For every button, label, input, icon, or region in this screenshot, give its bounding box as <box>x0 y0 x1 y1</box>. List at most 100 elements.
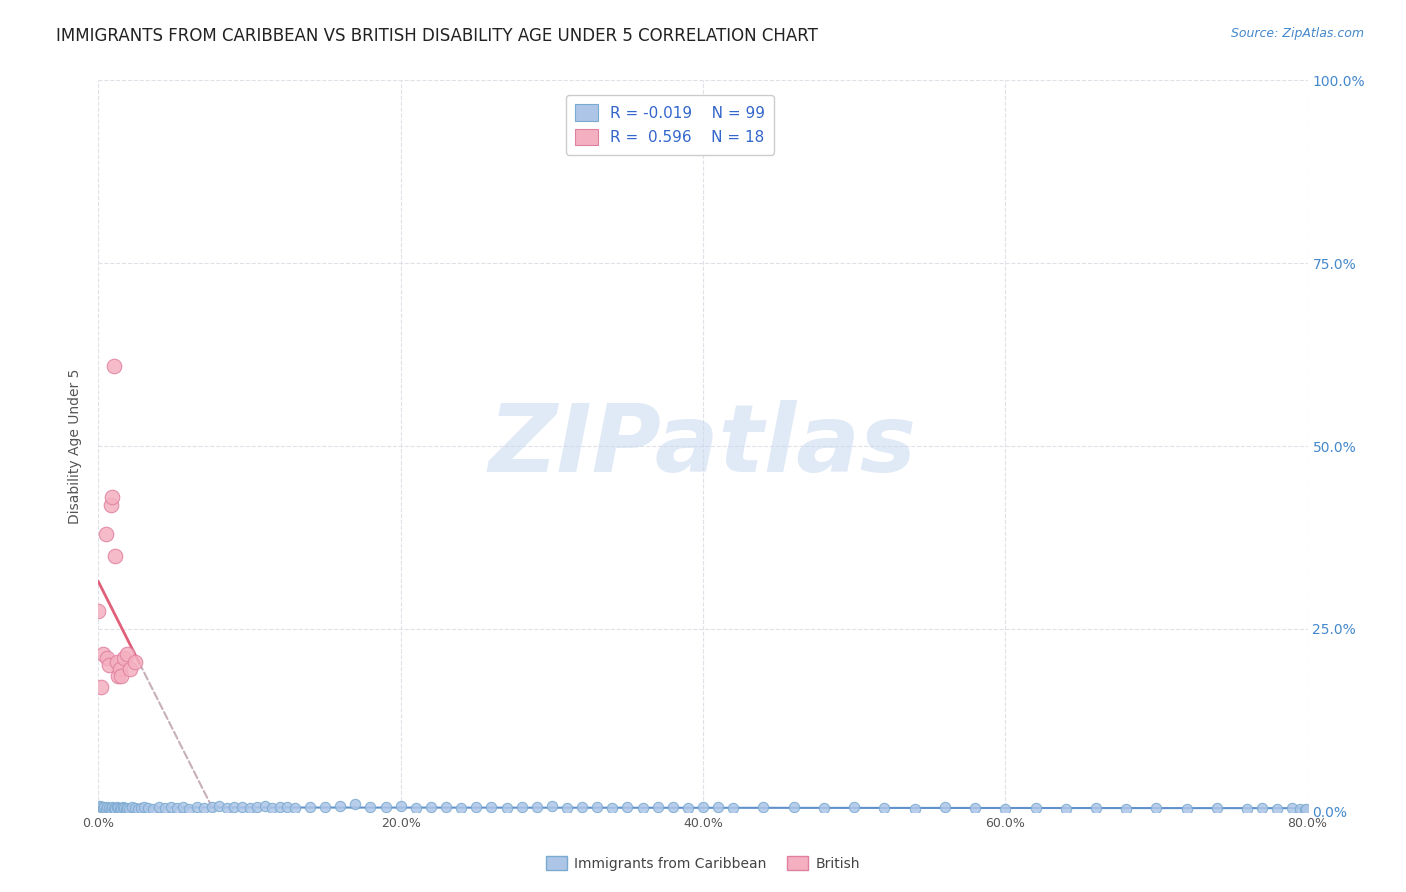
Point <box>314 800 336 814</box>
Point <box>253 798 276 813</box>
Point <box>904 802 927 816</box>
Point <box>405 801 427 815</box>
Point <box>129 801 152 815</box>
Point <box>87 603 110 617</box>
Y-axis label: Disability Age Under 5: Disability Age Under 5 <box>69 368 83 524</box>
Point <box>465 799 488 814</box>
Point <box>112 801 135 815</box>
Point <box>344 797 367 812</box>
Point <box>661 800 683 814</box>
Point <box>172 800 194 814</box>
Legend: Immigrants from Caribbean, British: Immigrants from Caribbean, British <box>541 850 865 876</box>
Point <box>110 669 132 683</box>
Text: IMMIGRANTS FROM CARIBBEAN VS BRITISH DISABILITY AGE UNDER 5 CORRELATION CHART: IMMIGRANTS FROM CARIBBEAN VS BRITISH DIS… <box>56 27 818 45</box>
Point <box>124 801 146 815</box>
Point <box>89 798 111 813</box>
Point <box>450 801 472 815</box>
Point <box>104 549 127 563</box>
Text: ZIPatlas: ZIPatlas <box>489 400 917 492</box>
Point <box>1294 803 1316 817</box>
Point <box>142 802 165 816</box>
Point <box>481 800 503 814</box>
Point <box>631 801 654 815</box>
Point <box>1251 801 1274 815</box>
Point <box>100 802 122 816</box>
Point <box>153 801 176 815</box>
Point <box>224 800 246 814</box>
Point <box>707 800 730 814</box>
Point <box>98 801 121 815</box>
Point <box>148 800 170 814</box>
Point <box>115 648 138 662</box>
Point <box>1085 801 1108 815</box>
Point <box>90 681 112 695</box>
Point <box>105 655 128 669</box>
Point <box>526 800 548 814</box>
Point <box>111 800 134 814</box>
Point <box>873 801 896 815</box>
Point <box>101 490 124 504</box>
Point <box>201 800 224 814</box>
Point <box>115 801 138 815</box>
Point <box>186 799 208 814</box>
Point <box>1115 802 1137 816</box>
Point <box>114 802 136 816</box>
Point <box>107 801 129 815</box>
Point <box>104 802 127 816</box>
Point <box>108 662 131 676</box>
Point <box>103 359 125 373</box>
Point <box>215 801 238 815</box>
Point <box>540 798 562 813</box>
Point <box>96 800 118 814</box>
Point <box>91 801 114 815</box>
Point <box>124 655 146 669</box>
Point <box>96 651 118 665</box>
Point <box>132 800 155 814</box>
Point <box>360 799 382 814</box>
Point <box>434 800 457 814</box>
Point <box>269 799 291 814</box>
Text: Source: ZipAtlas.com: Source: ZipAtlas.com <box>1230 27 1364 40</box>
Point <box>166 801 188 815</box>
Point <box>965 801 987 815</box>
Point <box>239 801 262 815</box>
Point <box>108 802 131 816</box>
Point <box>510 799 533 814</box>
Point <box>586 799 609 814</box>
Point <box>676 801 699 815</box>
Point <box>813 801 835 815</box>
Point <box>1024 801 1046 815</box>
Point <box>752 800 775 814</box>
Point <box>103 801 125 815</box>
Point <box>136 801 159 815</box>
Point <box>602 801 624 815</box>
Point <box>110 801 132 815</box>
Point <box>1289 802 1312 816</box>
Point <box>179 802 201 816</box>
Point <box>1236 802 1258 816</box>
Point <box>101 800 124 814</box>
Point <box>647 799 669 814</box>
Point <box>616 800 638 814</box>
Point <box>374 800 396 814</box>
Point <box>94 526 117 541</box>
Point <box>231 799 253 814</box>
Point <box>934 800 956 814</box>
Point <box>112 651 135 665</box>
Point <box>1175 802 1198 816</box>
Point <box>555 801 578 815</box>
Legend: R = -0.019    N = 99, R =  0.596    N = 18: R = -0.019 N = 99, R = 0.596 N = 18 <box>565 95 775 154</box>
Point <box>94 802 117 816</box>
Point <box>1281 801 1303 815</box>
Point <box>1267 802 1289 816</box>
Point <box>93 799 115 814</box>
Point <box>1144 801 1167 815</box>
Point <box>299 799 322 814</box>
Point <box>1054 802 1077 816</box>
Point <box>783 799 806 814</box>
Point <box>723 801 745 815</box>
Point <box>120 662 142 676</box>
Point <box>276 800 298 814</box>
Point <box>571 800 593 814</box>
Point <box>127 802 149 816</box>
